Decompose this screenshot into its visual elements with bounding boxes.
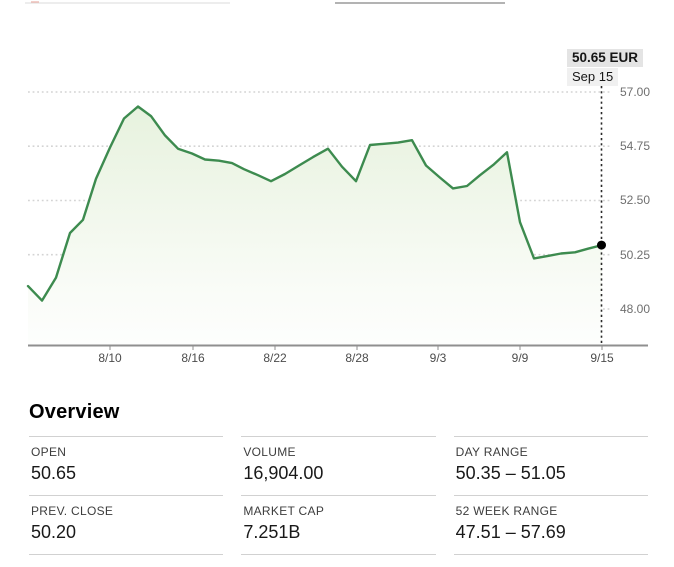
stat-label: 52 WEEK RANGE xyxy=(455,504,558,518)
stat-volume: VOLUME 16,904.00 xyxy=(241,436,436,495)
y-tick-label: 48.00 xyxy=(620,302,651,316)
chart-tooltip: 50.65 EUR Sep 15 xyxy=(567,49,644,86)
price-area xyxy=(28,106,602,345)
y-tick-label: 50.25 xyxy=(620,248,651,262)
price-line xyxy=(26,105,604,302)
stat-label: VOLUME xyxy=(243,445,296,459)
stat-value: 16,904.00 xyxy=(243,463,324,483)
clipped-header-line-right xyxy=(335,2,505,4)
stat-52-week-range: 52 WEEK RANGE 47.51 – 57.69 xyxy=(453,495,648,555)
overview-section: Overview OPEN 50.65 VOLUME 16,904.00 DAY RAN… xyxy=(29,401,648,555)
overview-title: Overview xyxy=(29,401,120,423)
stat-label: PREV. CLOSE xyxy=(31,504,114,518)
x-tick-label: 8/22 xyxy=(263,351,287,365)
y-tick-label: 52.50 xyxy=(620,193,651,207)
x-tick-label: 8/10 xyxy=(98,351,122,365)
chart-canvas[interactable] xyxy=(0,0,674,380)
y-tick-label: 54.75 xyxy=(620,139,651,153)
stat-value: 50.20 xyxy=(31,522,77,542)
stat-market-cap: MARKET CAP 7.251B xyxy=(241,495,436,555)
stat-open: OPEN 50.65 xyxy=(29,436,224,495)
clipped-header-red-mark xyxy=(31,1,39,3)
tooltip-date-label: Sep 15 xyxy=(567,68,619,86)
x-tick-label: 9/9 xyxy=(511,351,529,365)
stat-value: 50.65 xyxy=(31,463,77,483)
x-tick-label: 9/3 xyxy=(429,351,447,365)
x-tick-label: 8/28 xyxy=(345,351,369,365)
stat-label: DAY RANGE xyxy=(455,445,528,459)
tooltip-price-label: 50.65 EUR xyxy=(567,49,644,67)
price-chart[interactable]: 57.00 54.75 52.50 50.25 48.00 8/10 8/16 8/22 8/… xyxy=(0,0,674,380)
y-tick-label: 57.00 xyxy=(620,85,651,99)
stat-label: OPEN xyxy=(31,445,67,459)
stat-value: 47.51 – 57.69 xyxy=(455,522,566,542)
stat-value: 7.251B xyxy=(243,522,301,542)
x-tick-label: 8/16 xyxy=(181,351,205,365)
stat-label: MARKET CAP xyxy=(243,504,325,518)
last-price-dot xyxy=(597,240,606,250)
stat-day-range: DAY RANGE 50.35 – 51.05 xyxy=(453,436,648,495)
stats-grid: OPEN 50.65 VOLUME 16,904.00 DAY RANGE 50.35 –… xyxy=(29,436,648,555)
x-tick-label: 9/15 xyxy=(590,351,614,365)
stat-value: 50.35 – 51.05 xyxy=(455,463,566,483)
clipped-header-line-left xyxy=(25,2,230,4)
stat-prev-close: PREV. CLOSE 50.20 xyxy=(29,495,224,555)
